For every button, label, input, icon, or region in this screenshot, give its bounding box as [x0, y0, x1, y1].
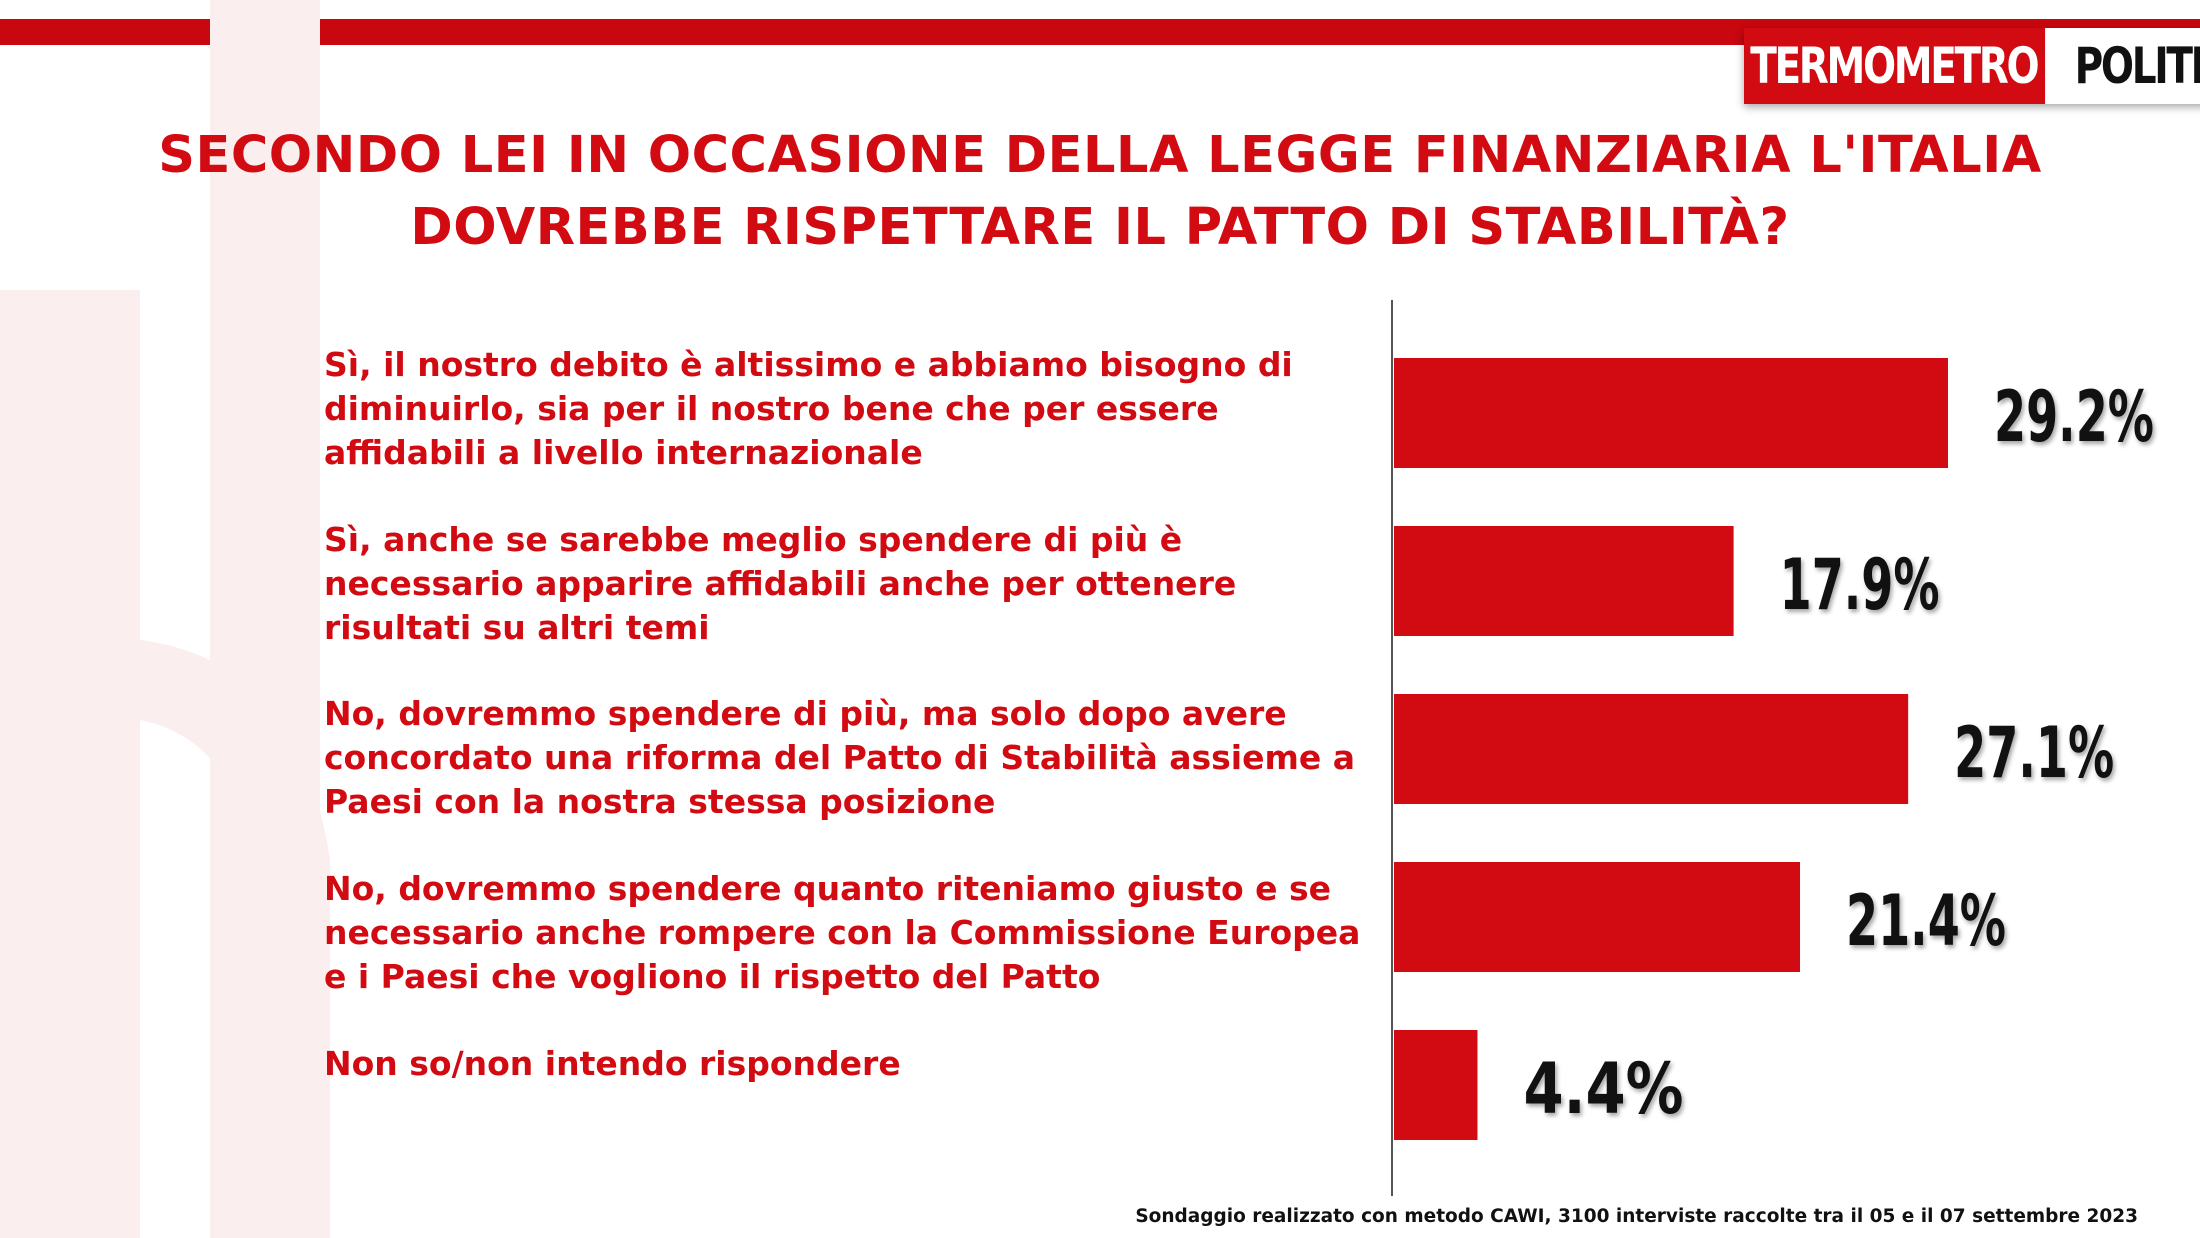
logo-part-politico: POLITICO	[2070, 28, 2200, 104]
value-label-2: 17.9%	[1780, 544, 1940, 626]
title-line-2: DOVREBBE RISPETTARE IL PATTO DI STABILIT…	[410, 198, 1790, 257]
termometro-politico-logo: TERMOMETRO POLITICO	[1744, 28, 2200, 104]
category-label-2: Sì, anche se sarebbe meglio spendere di …	[324, 520, 1237, 647]
category-label-5: Non so/non intendo rispondere	[324, 1044, 901, 1083]
value-label-1: 29.2%	[1994, 376, 2154, 458]
value-label-5: 4.4%	[1523, 1048, 1683, 1130]
category-label-3: No, dovremmo spendere di più, ma solo do…	[324, 694, 1356, 821]
value-label-4: 21.4%	[1846, 880, 2006, 962]
bar-2	[1394, 526, 1734, 636]
bar-3	[1394, 694, 1909, 804]
bar-1	[1394, 358, 1948, 468]
bar-4	[1394, 862, 1801, 972]
page-title: SECONDO LEI IN OCCASIONE DELLA LEGGE FIN…	[40, 120, 2160, 264]
bar-5	[1394, 1030, 1478, 1140]
title-line-1: SECONDO LEI IN OCCASIONE DELLA LEGGE FIN…	[158, 126, 2042, 185]
category-label-1: Sì, il nostro debito è altissimo e abbia…	[324, 345, 1293, 472]
value-label-3: 27.1%	[1954, 712, 2114, 794]
survey-footnote: Sondaggio realizzato con metodo CAWI, 31…	[1135, 1206, 2138, 1227]
watermark-logo-graphic	[0, 0, 330, 1238]
category-label-4: No, dovremmo spendere quanto riteniamo g…	[324, 869, 1361, 996]
logo-part-termometro: TERMOMETRO	[1744, 28, 2046, 104]
